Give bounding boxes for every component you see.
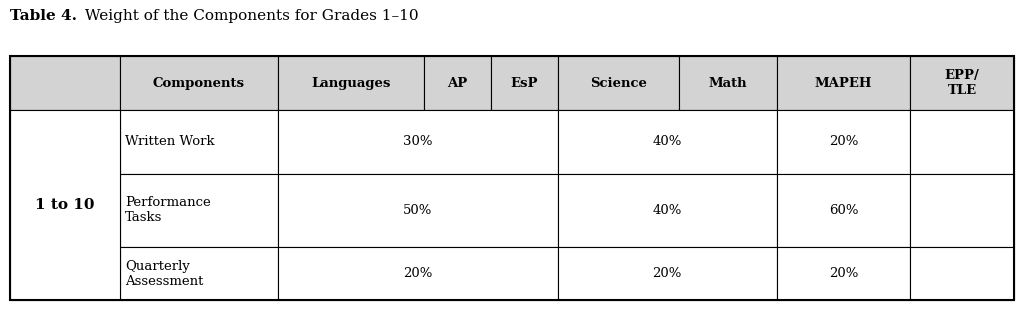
Text: 20%: 20% [403, 267, 432, 280]
Text: Components: Components [153, 77, 245, 90]
Text: Written Work: Written Work [125, 135, 214, 148]
Text: 40%: 40% [652, 135, 682, 148]
Text: 50%: 50% [403, 204, 432, 217]
Text: MAPEH: MAPEH [815, 77, 872, 90]
Text: 20%: 20% [828, 135, 858, 148]
Text: 60%: 60% [828, 204, 858, 217]
Text: 30%: 30% [403, 135, 432, 148]
Text: Science: Science [590, 77, 647, 90]
Text: Quarterly
Assessment: Quarterly Assessment [125, 259, 203, 288]
Text: EPP/
TLE: EPP/ TLE [944, 69, 980, 97]
Text: AP: AP [447, 77, 467, 90]
Text: Languages: Languages [311, 77, 390, 90]
Text: EsP: EsP [510, 77, 538, 90]
Text: 40%: 40% [652, 204, 682, 217]
Text: 20%: 20% [652, 267, 682, 280]
Text: Table 4.: Table 4. [10, 9, 77, 23]
Text: 1 to 10: 1 to 10 [35, 198, 95, 212]
Text: 20%: 20% [828, 267, 858, 280]
Text: Performance
Tasks: Performance Tasks [125, 196, 211, 224]
Text: Math: Math [709, 77, 748, 90]
Text: Weight of the Components for Grades 1–10: Weight of the Components for Grades 1–10 [80, 9, 419, 23]
